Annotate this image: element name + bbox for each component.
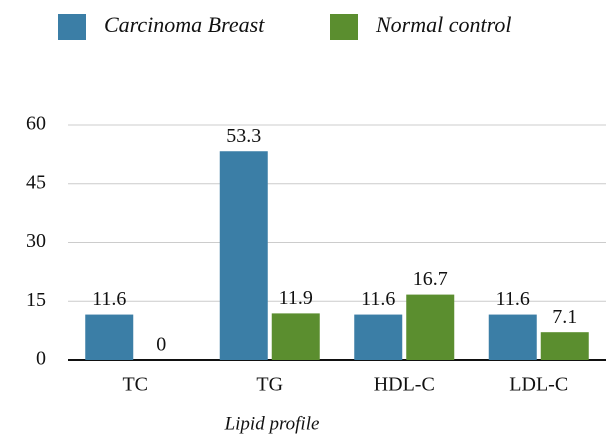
- y-tick-label: 15: [26, 289, 46, 311]
- bar: [540, 332, 589, 360]
- legend-label: Normal control: [375, 12, 511, 37]
- x-axis-title: Lipid profile: [224, 413, 320, 434]
- legend-swatch: [58, 14, 86, 40]
- y-tick-label: 60: [26, 113, 46, 135]
- x-tick-label: TG: [256, 374, 283, 396]
- legend-swatch: [330, 14, 358, 40]
- x-tick-label: TC: [122, 374, 148, 396]
- bar: [271, 313, 320, 360]
- data-label: 11.9: [279, 287, 313, 309]
- bar: [406, 294, 455, 360]
- bar: [85, 314, 134, 360]
- data-label: 11.6: [92, 288, 126, 310]
- x-tick-label: HDL-C: [374, 374, 435, 396]
- y-tick-label: 0: [36, 348, 46, 370]
- y-tick-label: 45: [26, 171, 46, 193]
- data-label: 11.6: [496, 288, 530, 310]
- bar: [354, 314, 403, 360]
- y-tick-label: 30: [26, 230, 46, 252]
- data-label: 0: [156, 334, 166, 356]
- bar: [488, 314, 537, 360]
- data-label: 53.3: [226, 125, 261, 147]
- legend-label: Carcinoma Breast: [104, 12, 265, 37]
- data-label: 11.6: [361, 288, 395, 310]
- bar: [219, 151, 268, 360]
- x-tick-label: LDL-C: [509, 374, 568, 396]
- data-label: 7.1: [552, 306, 577, 328]
- data-label: 16.7: [413, 268, 448, 290]
